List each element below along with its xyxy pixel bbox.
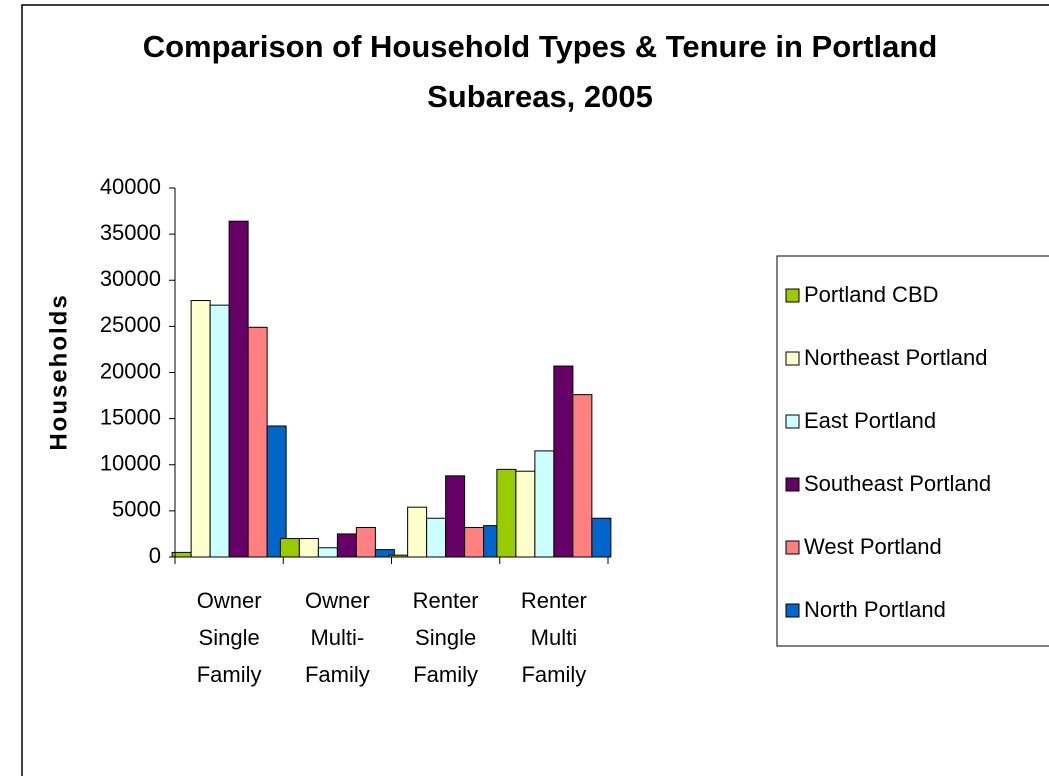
- x-tick-label: Owner Single Family: [196, 588, 262, 687]
- y-tick-label: 30000: [100, 266, 161, 291]
- y-tick-label: 20000: [100, 358, 161, 383]
- bar: [279, 538, 300, 558]
- y-tick-label: 0: [149, 543, 161, 568]
- bar: [266, 425, 287, 558]
- bar: [247, 326, 268, 558]
- legend-swatch: [785, 477, 800, 492]
- bar: [591, 517, 612, 558]
- y-tick-label: 15000: [100, 404, 161, 429]
- bar: [464, 526, 485, 558]
- x-tick-label: Renter Single Family: [412, 588, 479, 687]
- y-tick-label: 5000: [112, 497, 161, 522]
- y-tick-label: 25000: [100, 312, 161, 337]
- bar: [572, 394, 593, 558]
- bar: [317, 547, 338, 558]
- legend-swatch: [785, 288, 800, 303]
- y-tick-label: 10000: [100, 451, 161, 476]
- bar: [534, 450, 555, 558]
- x-tick-label: Owner Multi-Family: [304, 588, 370, 687]
- bar: [407, 506, 428, 558]
- legend-label: East Portland: [804, 408, 936, 433]
- bar: [515, 470, 536, 558]
- legend-swatch: [785, 414, 800, 429]
- chart-title: Comparison of Household Types & Tenure i…: [142, 29, 938, 114]
- legend-swatch: [785, 540, 800, 555]
- bar: [298, 538, 319, 558]
- legend-label: Portland CBD: [804, 282, 939, 307]
- legend-swatch: [785, 351, 800, 366]
- bar: [336, 533, 357, 558]
- legend-box: [776, 255, 1049, 647]
- legend-label: Northeast Portland: [804, 345, 987, 370]
- bar: [355, 526, 376, 558]
- bar: [190, 300, 211, 558]
- bar: [445, 475, 466, 558]
- bar: [228, 220, 249, 558]
- bar: [426, 517, 447, 558]
- y-axis-label: Households: [45, 293, 72, 450]
- y-tick-label: 35000: [100, 220, 161, 245]
- y-tick-label: 40000: [100, 174, 161, 199]
- x-tick-label: Renter Multi Family: [520, 588, 587, 687]
- legend-label: West Portland: [804, 534, 942, 559]
- bar: [209, 304, 230, 558]
- bar: [553, 365, 574, 558]
- legend-swatch: [785, 603, 800, 618]
- legend-label: Southeast Portland: [804, 471, 991, 496]
- bar: [496, 468, 517, 558]
- legend-label: North Portland: [804, 597, 946, 622]
